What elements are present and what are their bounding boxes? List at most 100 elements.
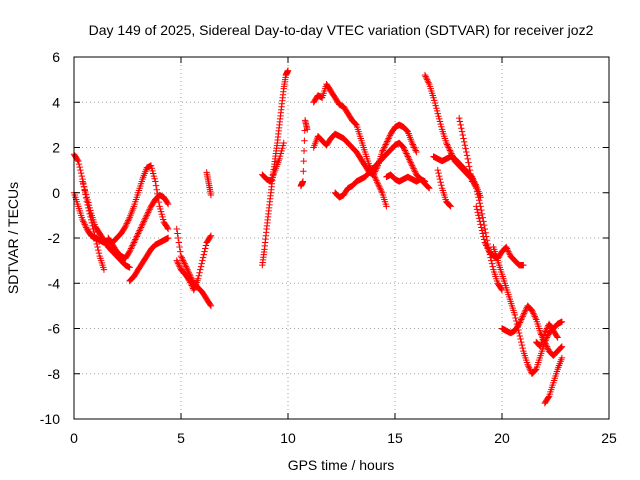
y-axis-label: SDTVAR / TECUs: [5, 182, 21, 294]
y-tick-label: -4: [48, 275, 61, 291]
data-point: [406, 156, 413, 163]
data-point: [466, 166, 474, 174]
data-point: [423, 76, 431, 83]
data-point: [133, 233, 140, 240]
data-point: [130, 240, 137, 248]
data-point: [478, 206, 485, 214]
data-point: [520, 310, 528, 317]
data-point: [207, 232, 215, 239]
data-point: [86, 204, 93, 212]
data-point: [186, 277, 193, 285]
data-point: [404, 153, 412, 160]
data-point: [411, 145, 419, 153]
data-point: [541, 329, 548, 337]
data-point: [558, 343, 566, 350]
data-point: [143, 212, 150, 219]
series-track-19: [456, 114, 476, 185]
series-track-13: [310, 80, 390, 210]
data-point: [159, 213, 166, 221]
data-point: [277, 150, 285, 157]
data-point: [479, 230, 486, 237]
data-point: [300, 147, 308, 155]
series-track-8: [203, 169, 215, 199]
data-point: [95, 246, 102, 254]
data-point: [153, 186, 160, 193]
data-point: [443, 139, 450, 147]
data-point: [482, 229, 489, 236]
data-point: [80, 180, 87, 188]
data-point: [276, 152, 284, 160]
data-point: [518, 341, 526, 349]
data-point: [543, 341, 550, 349]
series-track-23: [533, 320, 561, 350]
data-point: [175, 261, 183, 269]
data-point: [135, 230, 142, 237]
data-point: [481, 225, 489, 233]
series-track-11: [297, 117, 311, 190]
data-point: [182, 263, 190, 270]
data-point: [198, 260, 205, 267]
data-point: [542, 328, 549, 335]
y-tick-label: 2: [52, 140, 60, 156]
data-point: [436, 175, 444, 183]
data-point: [125, 249, 133, 256]
data-point: [458, 128, 466, 135]
data-point: [78, 172, 86, 180]
data-point: [474, 209, 481, 216]
data-point: [525, 364, 533, 371]
x-axis-ticks: 0 5 10 15 20 25: [70, 57, 617, 446]
data-point: [300, 157, 307, 165]
data-point: [207, 301, 214, 308]
data-point: [279, 145, 286, 152]
data-point: [380, 145, 387, 153]
series-track-20: [473, 203, 527, 269]
data-point: [436, 115, 443, 123]
data-point: [77, 166, 84, 174]
data-point: [373, 177, 380, 184]
data-point: [187, 279, 194, 286]
data-point: [80, 218, 87, 225]
data-point: [443, 141, 451, 148]
data-point: [300, 168, 307, 175]
data-point: [148, 165, 155, 172]
data-point: [202, 245, 209, 252]
data-point: [128, 243, 135, 251]
data-point: [436, 172, 443, 180]
data-point: [423, 74, 430, 82]
data-point: [371, 174, 379, 181]
data-point: [183, 264, 190, 272]
data-point: [123, 220, 130, 227]
data-point: [482, 240, 489, 248]
data-point: [438, 182, 445, 189]
data-point: [147, 162, 155, 169]
data-point: [130, 239, 138, 246]
data-point: [182, 261, 189, 269]
data-point: [472, 181, 479, 188]
series-track-24: [541, 354, 566, 407]
data-point: [524, 361, 531, 368]
data-point: [518, 314, 526, 322]
data-point: [139, 221, 146, 228]
data-point: [179, 255, 186, 263]
x-tick-label: 15: [387, 430, 403, 446]
data-point: [461, 142, 469, 149]
data-point: [468, 178, 476, 185]
data-point: [421, 178, 429, 185]
data-point: [475, 212, 482, 219]
data-point: [458, 125, 465, 132]
y-tick-label: -8: [48, 366, 61, 382]
data-point: [181, 260, 188, 267]
data-point: [465, 163, 473, 170]
data-point: [462, 145, 469, 152]
data-point: [424, 183, 432, 190]
data-point: [132, 236, 139, 243]
data-point: [176, 243, 183, 251]
data-point: [140, 218, 148, 225]
data-point: [137, 224, 145, 231]
data-point: [405, 154, 412, 162]
data-point: [370, 171, 377, 178]
y-tick-label: -10: [40, 411, 60, 427]
data-point: [480, 236, 488, 243]
data-point: [301, 137, 308, 144]
